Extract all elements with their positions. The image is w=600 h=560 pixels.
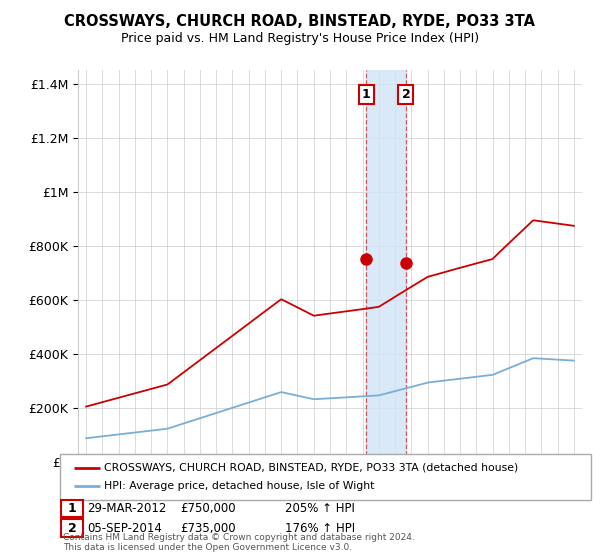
- Text: 1: 1: [362, 88, 371, 101]
- Text: 1: 1: [68, 502, 76, 515]
- Text: CROSSWAYS, CHURCH ROAD, BINSTEAD, RYDE, PO33 3TA (detached house): CROSSWAYS, CHURCH ROAD, BINSTEAD, RYDE, …: [104, 463, 518, 473]
- Text: Price paid vs. HM Land Registry's House Price Index (HPI): Price paid vs. HM Land Registry's House …: [121, 32, 479, 45]
- Text: 29-MAR-2012: 29-MAR-2012: [87, 502, 166, 515]
- Bar: [366, 70, 406, 462]
- Text: CROSSWAYS, CHURCH ROAD, BINSTEAD, RYDE, PO33 3TA: CROSSWAYS, CHURCH ROAD, BINSTEAD, RYDE, …: [65, 14, 536, 29]
- Text: 2: 2: [401, 88, 410, 101]
- Text: £735,000: £735,000: [180, 521, 236, 535]
- Text: 205% ↑ HPI: 205% ↑ HPI: [285, 502, 355, 515]
- Text: HPI: Average price, detached house, Isle of Wight: HPI: Average price, detached house, Isle…: [104, 482, 374, 491]
- Text: 05-SEP-2014: 05-SEP-2014: [87, 521, 162, 535]
- Text: Contains HM Land Registry data © Crown copyright and database right 2024.
This d: Contains HM Land Registry data © Crown c…: [63, 533, 415, 552]
- Text: 176% ↑ HPI: 176% ↑ HPI: [285, 521, 355, 535]
- Text: £750,000: £750,000: [180, 502, 236, 515]
- Text: 2: 2: [68, 521, 76, 535]
